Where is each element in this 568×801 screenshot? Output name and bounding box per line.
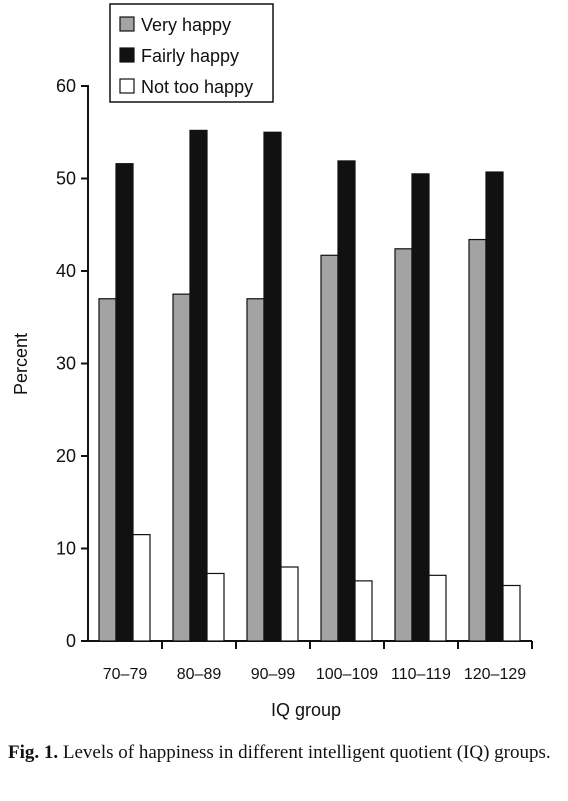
legend-swatch-very-happy xyxy=(119,16,135,32)
y-tick-label: 0 xyxy=(66,631,76,651)
legend-box xyxy=(109,3,274,103)
legend-label-fairly-happy: Fairly happy xyxy=(141,46,239,66)
bar-very-happy xyxy=(172,293,191,642)
bar-not-too-happy xyxy=(132,534,151,642)
y-axis-label: Percent xyxy=(11,333,31,395)
bar-not-too-happy xyxy=(354,580,373,642)
y-tick-label: 20 xyxy=(56,446,76,466)
bar-not-too-happy xyxy=(428,574,447,642)
bar-not-too-happy xyxy=(206,572,225,642)
bar-very-happy xyxy=(320,254,339,642)
x-tick-label: 110–119 xyxy=(391,666,451,683)
caption-text: Levels of happiness in different intelli… xyxy=(58,742,551,763)
legend-swatch-not-too-happy xyxy=(119,78,135,94)
bar-very-happy xyxy=(468,238,487,642)
bar-fairly-happy xyxy=(115,163,134,642)
bar-fairly-happy xyxy=(189,129,208,642)
y-tick-label: 10 xyxy=(56,539,76,559)
x-axis-label: IQ group xyxy=(271,700,341,720)
figure-caption: Fig. 1. Levels of happiness in different… xyxy=(8,738,560,767)
x-tick-label: 100–109 xyxy=(316,666,378,683)
x-axis: 70–79 80–89 90–99 100–109 110–119 120–129 xyxy=(88,640,533,683)
bar-fairly-happy xyxy=(411,173,430,642)
bar-fairly-happy xyxy=(485,171,504,642)
y-tick-label: 40 xyxy=(56,261,76,281)
y-tick-label: 60 xyxy=(56,76,76,96)
bars xyxy=(98,129,521,642)
legend-label-not-too-happy: Not too happy xyxy=(141,77,253,97)
legend-swatch-fairly-happy xyxy=(119,47,135,63)
bar-not-too-happy xyxy=(502,584,521,642)
caption-label: Fig. 1. xyxy=(8,742,59,763)
x-tick-label: 80–89 xyxy=(177,666,222,683)
y-tick-label: 50 xyxy=(56,169,76,189)
y-axis: 0 10 20 30 40 50 60 xyxy=(56,76,89,651)
bar-very-happy xyxy=(394,248,413,642)
x-tick-label: 120–129 xyxy=(464,666,526,683)
x-tick-label: 70–79 xyxy=(103,666,148,683)
y-tick-label: 30 xyxy=(56,354,76,374)
x-tick-label: 90–99 xyxy=(251,666,296,683)
bar-very-happy xyxy=(246,298,265,642)
legend-label-very-happy: Very happy xyxy=(141,15,231,35)
bar-chart: Very happy Fairly happy Not too happy 0 10 2… xyxy=(11,3,533,720)
bar-fairly-happy xyxy=(263,131,282,642)
bar-very-happy xyxy=(98,298,117,642)
bar-not-too-happy xyxy=(280,566,299,642)
bar-fairly-happy xyxy=(337,160,356,642)
legend: Very happy Fairly happy Not too happy xyxy=(109,3,274,103)
